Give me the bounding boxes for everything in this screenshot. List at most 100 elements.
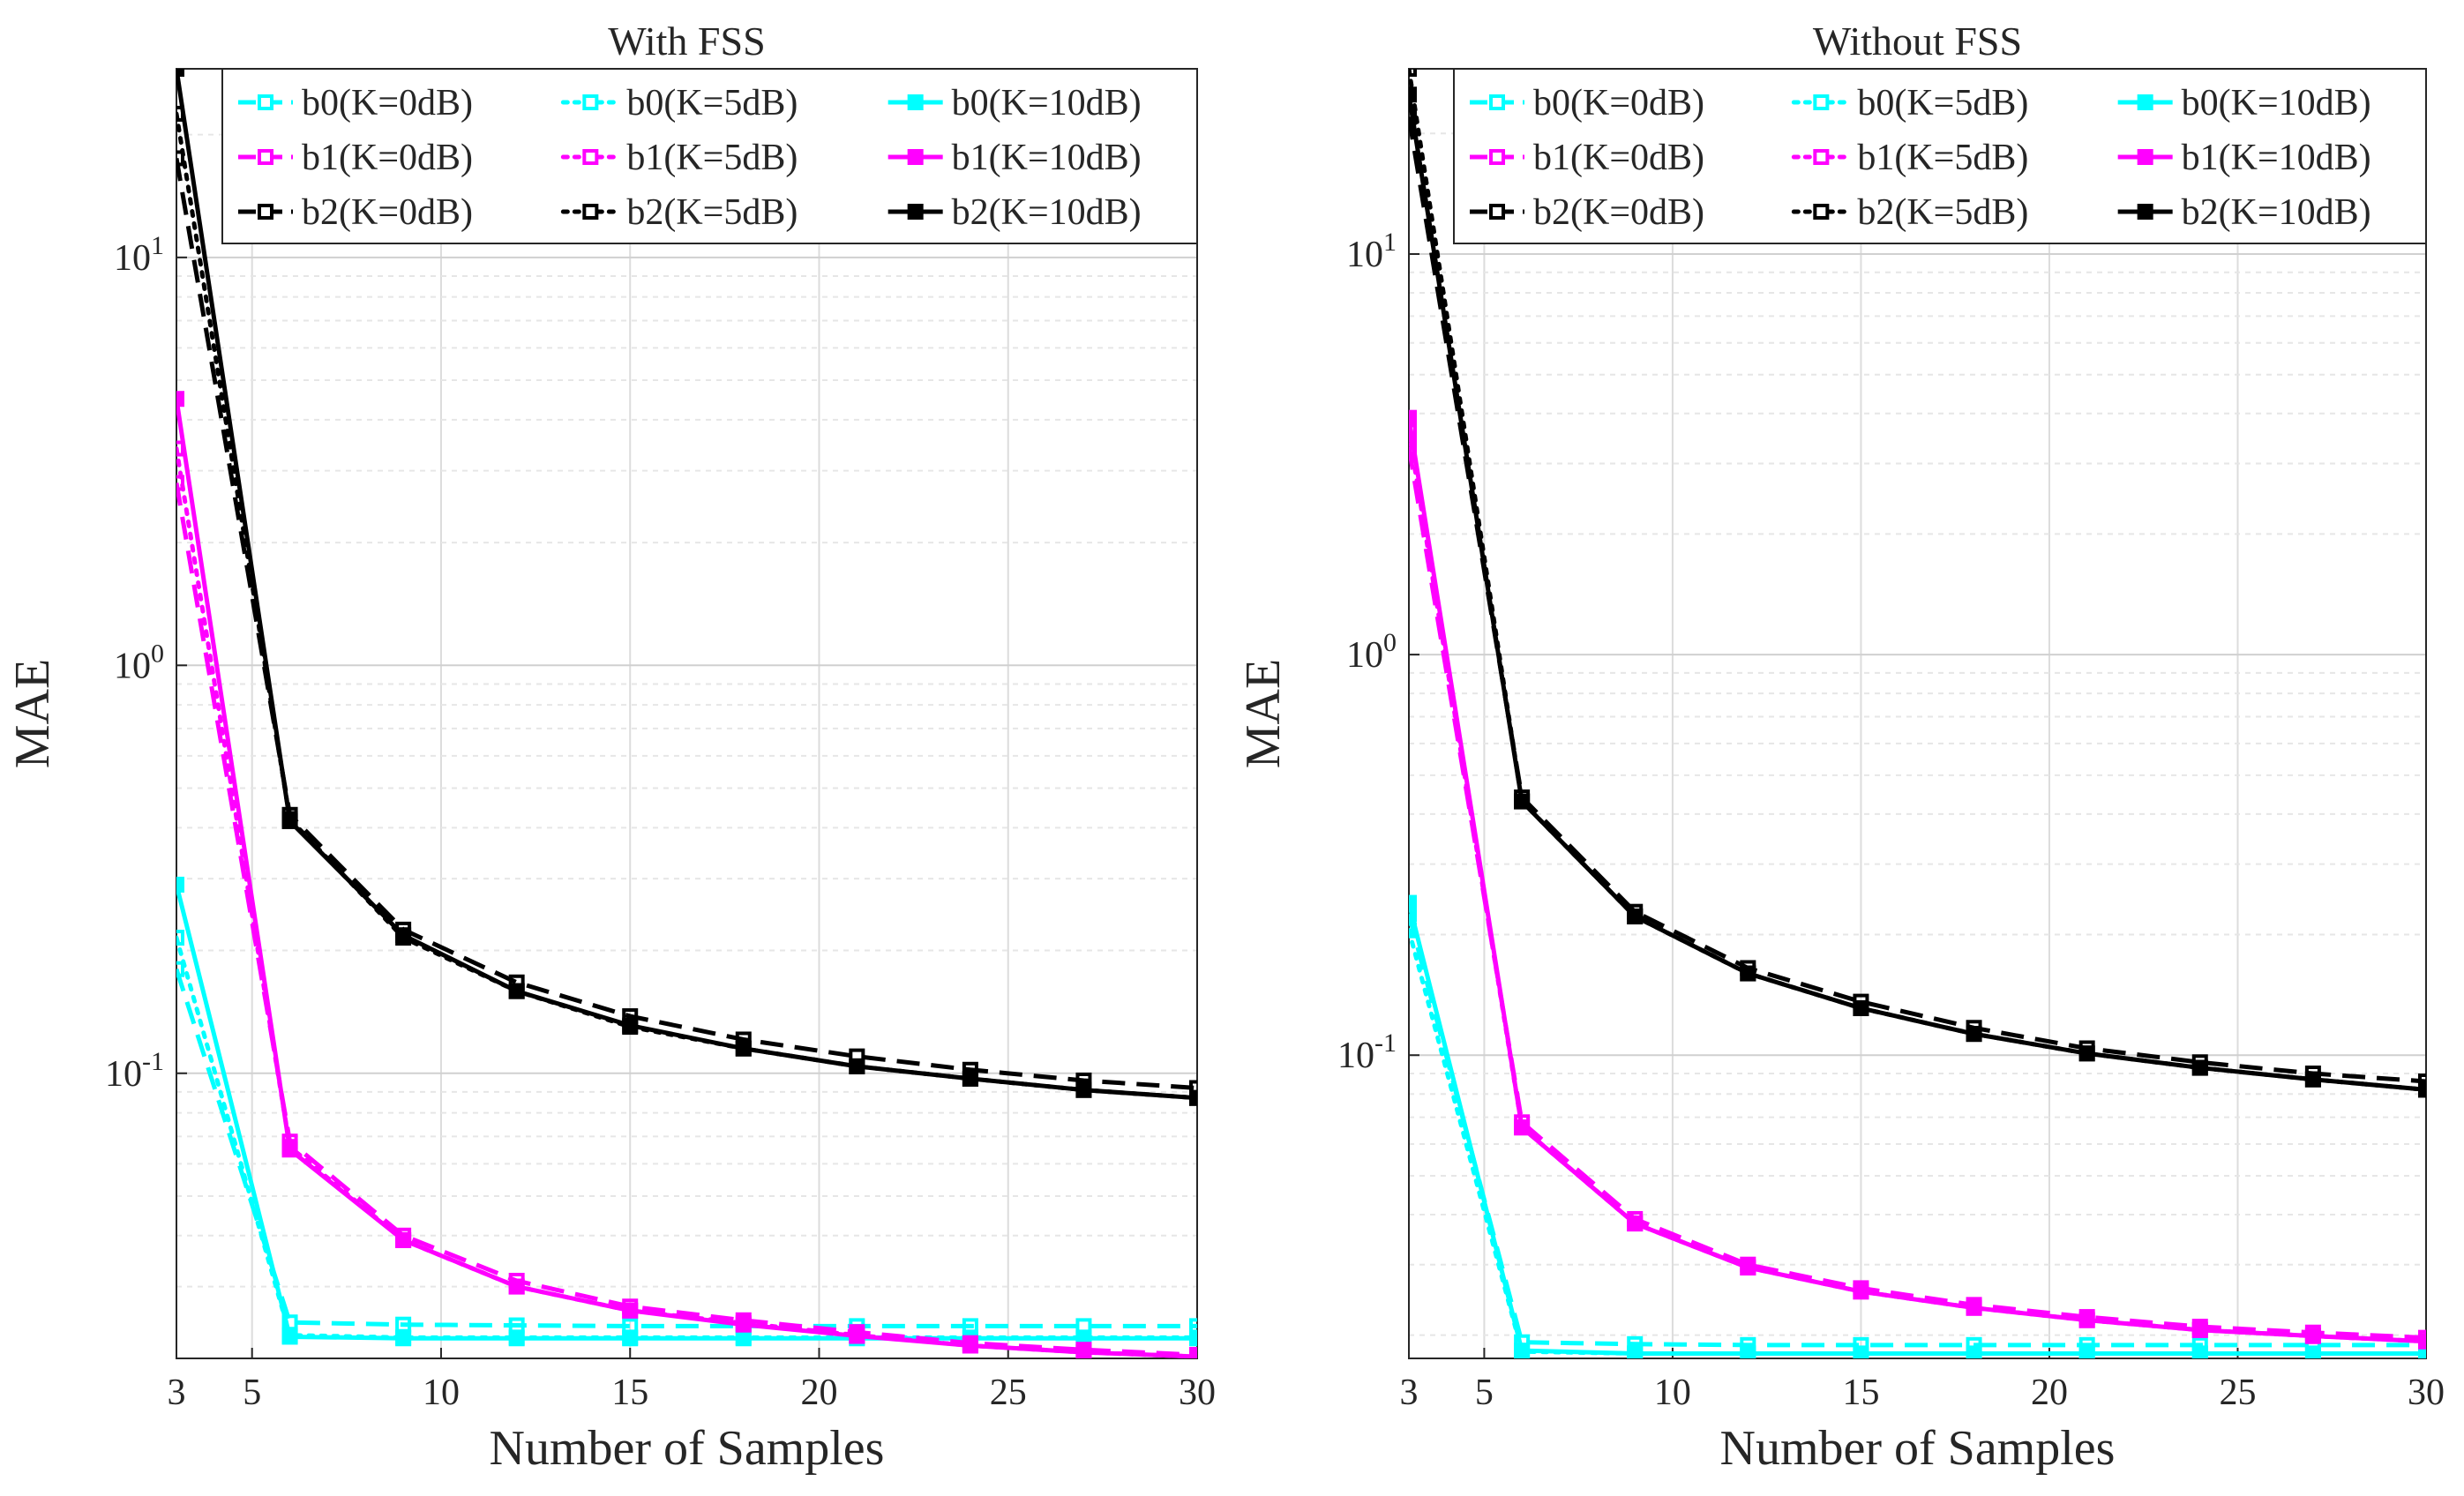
data-point-b2(K=10dB) (281, 812, 298, 829)
legend-label: b2(K=10dB) (2182, 192, 2371, 233)
data-point-b0(K=5dB) (176, 930, 184, 946)
axes-box (176, 68, 1198, 1359)
data-point-b2(K=0dB) (176, 150, 184, 167)
data-point-b1(K=5dB) (1409, 423, 1417, 440)
x-tick-label: 3 (1400, 1373, 1419, 1413)
legend-label: b1(K=0dB) (1533, 138, 1704, 178)
series-line-b0(K=10dB) (1409, 901, 2426, 1356)
data-point-b0(K=10dB) (176, 876, 184, 893)
data-point-b2(K=10dB) (1409, 86, 1417, 103)
data-point-b0(K=10dB) (2304, 1345, 2321, 1358)
data-point-b2(K=10dB) (1966, 1026, 1982, 1043)
series-line-b1(K=0dB) (1409, 446, 2426, 1341)
legend-marker (1813, 94, 1830, 110)
legend: b0(K=0dB) b0(K=5dB) b0(K=10dB) b1(K=0dB) b1(… (1453, 68, 2427, 244)
series-group (1409, 69, 2426, 1358)
data-point-b0(K=10dB) (395, 1330, 412, 1347)
y-tick-label: 101 (114, 231, 164, 279)
x-axis-label: Number of Samples (1720, 1421, 2116, 1476)
y-tick-label: 10-1 (1337, 1028, 1397, 1076)
legend-marker (258, 204, 273, 220)
legend-label: b2(K=5dB) (1857, 192, 2028, 233)
x-tick-label: 25 (990, 1373, 1027, 1413)
legend-label: b0(K=0dB) (1533, 83, 1704, 123)
series-line-b2(K=10dB) (176, 69, 1197, 1101)
data-point-b2(K=10dB) (962, 1070, 978, 1087)
x-tick-label: 10 (1654, 1373, 1691, 1413)
legend-marker (2137, 94, 2153, 110)
data-point-b2(K=10dB) (176, 69, 184, 77)
data-point-b2(K=10dB) (1853, 999, 1869, 1016)
series-line-b0(K=5dB) (176, 935, 1197, 1340)
data-point-b2(K=0dB) (2418, 1073, 2426, 1089)
series-line-b2(K=0dB) (1409, 116, 2426, 1084)
y-axis-label: MAE (5, 659, 60, 768)
legend-label: b1(K=5dB) (626, 138, 798, 178)
x-axis-label: Number of Samples (490, 1421, 885, 1476)
data-point-b2(K=10dB) (2078, 1045, 2095, 1062)
legend-label: b0(K=5dB) (626, 83, 798, 123)
x-tick-label: 30 (1179, 1373, 1216, 1413)
data-point-b1(K=10dB) (1627, 1216, 1644, 1232)
series-line-b1(K=5dB) (1409, 429, 2426, 1344)
legend-marker (1489, 149, 1505, 165)
series-line-b0(K=0dB) (176, 968, 1197, 1328)
data-point-b2(K=0dB) (1189, 1080, 1197, 1096)
data-point-b0(K=10dB) (735, 1330, 752, 1347)
legend-label: b0(K=5dB) (1857, 83, 2028, 123)
data-point-b1(K=10dB) (1853, 1283, 1869, 1300)
data-point-b1(K=10dB) (962, 1337, 978, 1354)
data-point-b1(K=10dB) (622, 1302, 639, 1319)
series-line-b0(K=5dB) (1409, 928, 2426, 1356)
legend-label: b1(K=10dB) (952, 138, 1142, 178)
data-point-b0(K=10dB) (1853, 1345, 1869, 1358)
legend-marker (582, 94, 599, 110)
data-point-b1(K=10dB) (281, 1141, 298, 1158)
data-point-b0(K=10dB) (1740, 1345, 1756, 1358)
data-point-b2(K=10dB) (1627, 908, 1644, 924)
x-tick-label: 25 (2219, 1373, 2256, 1413)
grid (1408, 69, 2427, 1358)
data-point-b1(K=10dB) (1189, 1349, 1197, 1358)
legend-marker (582, 204, 599, 220)
chart-panel-1: 3 5 10 15 20 25 30 10-1 100 101 With FSS Number of … (5, 19, 1216, 1476)
series-line-b1(K=10dB) (1409, 417, 2426, 1344)
data-point-b2(K=10dB) (508, 983, 525, 999)
series-line-b1(K=0dB) (176, 482, 1197, 1358)
data-point-b2(K=10dB) (1514, 793, 1531, 810)
y-tick-label: 100 (114, 639, 164, 686)
data-point-b0(K=10dB) (2418, 1345, 2426, 1358)
legend-label: b2(K=5dB) (626, 192, 798, 233)
grid (176, 69, 1198, 1359)
chart-title: With FSS (608, 19, 765, 64)
legend-label: b0(K=10dB) (2182, 83, 2371, 123)
y-axis-label: MAE (1236, 659, 1291, 768)
data-point-b0(K=0dB) (1409, 906, 1417, 923)
chart-title: Without FSS (1813, 19, 2022, 64)
x-tick-label: 15 (611, 1373, 648, 1413)
x-tick-label: 5 (243, 1373, 261, 1413)
data-point-b2(K=10dB) (622, 1017, 639, 1034)
x-tick-label: 5 (1475, 1373, 1494, 1413)
data-point-b0(K=10dB) (1966, 1345, 1982, 1358)
legend-label: b2(K=0dB) (1533, 192, 1704, 233)
data-point-b1(K=10dB) (849, 1328, 865, 1344)
data-point-b0(K=10dB) (1189, 1330, 1197, 1347)
legend-box (1453, 68, 2427, 244)
data-point-b1(K=10dB) (176, 391, 184, 408)
legend-marker (907, 94, 924, 110)
data-point-b1(K=10dB) (1514, 1119, 1531, 1136)
legend-marker (582, 149, 599, 165)
series-line-b1(K=10dB) (176, 398, 1197, 1358)
legend-marker (1813, 204, 1830, 220)
y-tick-label: 101 (1346, 228, 1397, 275)
x-tick-label: 20 (800, 1373, 837, 1413)
y-tick-label: 10-1 (105, 1047, 164, 1095)
x-tick-label: 15 (1842, 1373, 1879, 1413)
legend-marker (2137, 204, 2153, 220)
legend-label: b2(K=10dB) (952, 192, 1142, 233)
legend-label: b1(K=10dB) (2182, 138, 2371, 178)
data-point-b0(K=10dB) (2078, 1345, 2095, 1358)
data-point-b0(K=0dB) (1189, 1318, 1197, 1335)
